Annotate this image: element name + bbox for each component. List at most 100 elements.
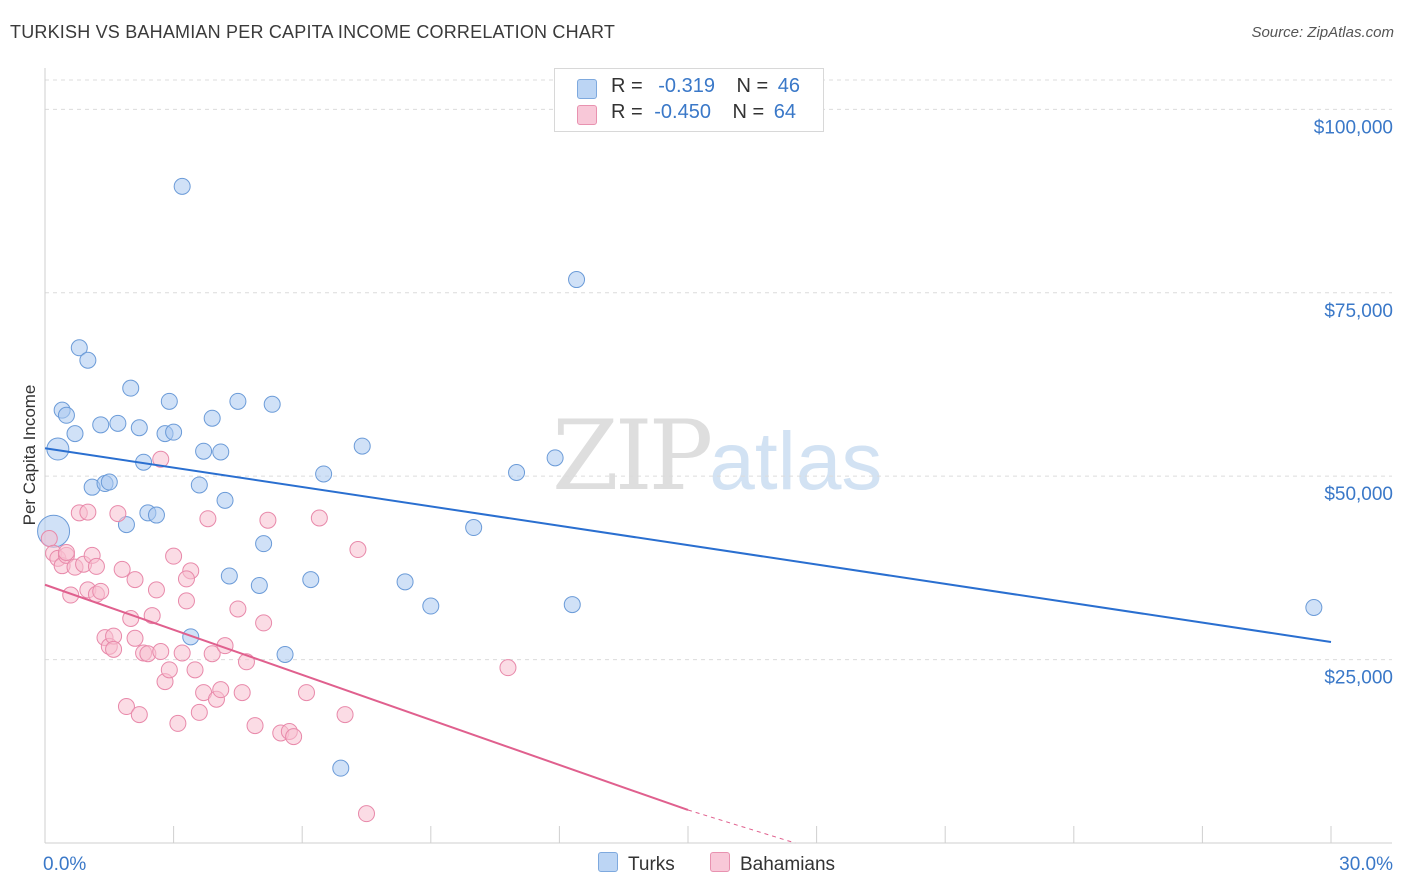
bahamians-point: [203, 645, 221, 663]
bahamians-swatch: [577, 105, 597, 125]
chart-title: TURKISH VS BAHAMIAN PER CAPITA INCOME CO…: [10, 22, 616, 42]
bahamians-point: [117, 698, 135, 716]
turks-point: [229, 392, 247, 410]
turks-point: [212, 443, 230, 461]
turks-point: [255, 535, 273, 553]
turks-point: [465, 519, 483, 537]
y-tick-label: $100,000: [1314, 117, 1393, 138]
bottom-legend-bahamians: Bahamians: [710, 852, 835, 876]
y-axis-label: Per Capita Income: [20, 384, 39, 526]
bahamians-point: [186, 661, 204, 679]
x-tick-label: 30.0%: [1339, 854, 1393, 875]
legend-r-label: R =: [611, 101, 643, 123]
bahamians-trend-extension: [687, 809, 796, 844]
bahamians-point: [229, 600, 247, 618]
bahamians-point: [310, 509, 328, 527]
turks-point: [353, 437, 371, 455]
bahamians-trend-line: [44, 583, 689, 811]
legend-r-value-bahamians: -0.450: [654, 101, 711, 123]
bahamians-point: [212, 681, 230, 699]
turks-point: [147, 506, 165, 524]
turks-point: [302, 571, 320, 589]
turks-point: [122, 379, 140, 397]
bahamians-point: [92, 582, 110, 600]
turks-point: [1305, 598, 1323, 616]
turks-point: [263, 395, 281, 413]
bahamians-point: [40, 530, 58, 548]
bahamians-point: [62, 586, 80, 604]
legend-r-value-turks: -0.319: [658, 75, 715, 97]
bahamians-point: [143, 607, 161, 625]
turks-legend-swatch: [598, 852, 618, 872]
turks-point: [332, 759, 350, 777]
turks-point: [546, 449, 564, 467]
source-credit: Source: ZipAtlas.com: [1251, 24, 1394, 41]
bahamians-point: [358, 805, 375, 823]
bahamians-point: [105, 640, 123, 658]
turks-point: [190, 476, 208, 494]
bahamians-point: [169, 714, 187, 732]
legend-n-label: N =: [732, 101, 765, 123]
y-tick-label: $25,000: [1324, 668, 1393, 689]
turks-point: [92, 416, 110, 434]
turks-point: [203, 409, 221, 427]
legend-r-label: R =: [611, 75, 643, 97]
bahamians-point: [233, 684, 251, 702]
legend-n-label: N =: [736, 75, 769, 97]
turks-point: [195, 442, 213, 460]
bahamians-point: [499, 659, 517, 677]
bahamians-point: [79, 503, 97, 521]
turks-point: [57, 406, 75, 424]
bahamians-point: [199, 510, 217, 528]
bahamians-point: [237, 653, 255, 671]
bahamians-point: [177, 592, 195, 610]
y-tick-label: $75,000: [1324, 301, 1393, 322]
bahamians-point: [255, 614, 273, 632]
bahamians-point: [113, 560, 131, 578]
turks-point: [66, 425, 84, 443]
stats-legend: R = -0.319 N = 46 R = -0.450 N = 64: [554, 68, 824, 132]
bahamians-point: [130, 706, 148, 724]
turks-point: [79, 351, 97, 369]
bahamians-point: [173, 644, 191, 662]
legend-n-value-bahamians: 64: [773, 101, 797, 123]
bahamians-point: [57, 543, 75, 561]
turks-point: [422, 597, 440, 615]
turks-point: [508, 464, 526, 482]
bahamians-point: [285, 728, 303, 746]
bahamians-point: [297, 684, 315, 702]
bahamians-point: [246, 717, 264, 735]
turks-point: [568, 271, 586, 289]
bahamians-point: [126, 629, 144, 647]
turks-point: [563, 596, 581, 614]
turks-point: [109, 414, 127, 432]
turks-legend-label: Turks: [628, 854, 675, 875]
bahamians-point: [109, 505, 127, 523]
bahamians-point: [147, 581, 165, 599]
bahamians-point: [160, 661, 178, 679]
bahamians-point: [190, 703, 208, 721]
turks-point: [130, 419, 148, 437]
x-tick-label: 0.0%: [43, 854, 86, 875]
bahamians-point: [87, 557, 105, 575]
turks-point: [396, 573, 414, 591]
bahamians-point: [349, 541, 367, 559]
bottom-legend-turks: Turks: [598, 852, 675, 876]
turks-point: [216, 491, 234, 509]
bahamians-point: [126, 571, 144, 589]
turks-point: [70, 339, 88, 357]
turks-point: [315, 465, 333, 483]
turks-point: [100, 473, 118, 491]
bahamians-point: [152, 643, 170, 661]
turks-swatch: [577, 79, 597, 99]
legend-n-value-turks: 46: [777, 75, 801, 97]
bahamians-point: [259, 511, 277, 529]
turks-point: [220, 567, 238, 585]
bahamians-point: [336, 706, 354, 724]
bahamians-legend-label: Bahamians: [740, 854, 836, 875]
y-tick-label: $50,000: [1324, 484, 1393, 505]
turks-trend-line: [44, 447, 1332, 643]
bahamians-point: [152, 450, 170, 468]
bahamians-legend-swatch: [710, 852, 730, 872]
turks-point: [276, 645, 294, 663]
